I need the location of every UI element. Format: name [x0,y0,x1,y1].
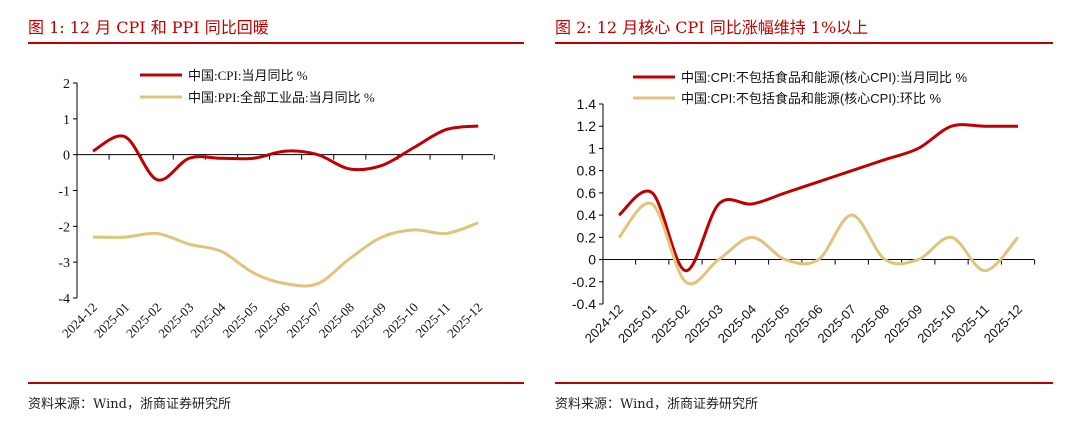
y-tick-label: 1 [63,113,70,128]
y-tick-label: 0 [63,149,70,164]
y-tick-label: -1 [58,185,70,200]
x-tick-label: 2025-01 [91,300,132,341]
y-tick-label: 1 [588,140,596,156]
chart2-title: 图 2: 12 月核心 CPI 同比涨幅维持 1%以上 [555,18,869,37]
legend-label: 中国:CPI:不包括食品和能源(核心CPI):环比 % [681,91,941,106]
y-tick-label: -2 [58,220,70,235]
legend-label: 中国:CPI:不包括食品和能源(核心CPI):当月同比 % [681,70,967,85]
series-line-primary [617,123,1018,273]
title-rule [555,42,1053,44]
x-tick-label: 2025-10 [380,300,421,341]
x-tick-label: 2025-05 [219,300,260,341]
x-tick-label: 2025-02 [123,300,164,341]
chart2-source: 资料来源：Wind，浙商证券研究所 [555,397,758,412]
y-tick-label: -3 [58,256,70,271]
source-rule [28,382,524,384]
chart1-source: 资料来源：Wind，浙商证券研究所 [28,397,231,412]
legend-label: 中国:CPI:当月同比 % [188,68,308,83]
x-tick-label: 2025-09 [348,300,389,341]
chart1-title: 图 1: 12 月 CPI 和 PPI 同比回暖 [28,18,269,37]
y-tick-label: 0.8 [577,163,597,179]
legend-label: 中国:PPI:全部工业品:当月同比 % [188,90,375,105]
y-tick-label: 1.2 [577,118,597,134]
source-rule [555,382,1053,384]
y-tick-label: -0.4 [572,296,596,312]
y-tick-label: 1.4 [577,96,597,112]
series-line-secondary [617,201,1020,286]
y-tick-label: -4 [58,292,70,307]
y-tick-label: 0.4 [577,207,597,223]
x-tick-label: 2025-03 [155,300,196,341]
y-tick-label: 2 [63,77,70,92]
series-line-primary [92,124,479,182]
y-tick-label: 0.6 [577,185,597,201]
x-tick-label: 2025-12 [444,300,485,341]
y-tick-label: 0 [588,252,596,268]
y-tick-label: 0.2 [577,229,597,245]
x-tick-label: 2025-08 [316,300,357,341]
series-line-secondary [92,221,479,288]
y-tick-label: -0.2 [572,274,596,290]
title-rule [28,42,524,44]
